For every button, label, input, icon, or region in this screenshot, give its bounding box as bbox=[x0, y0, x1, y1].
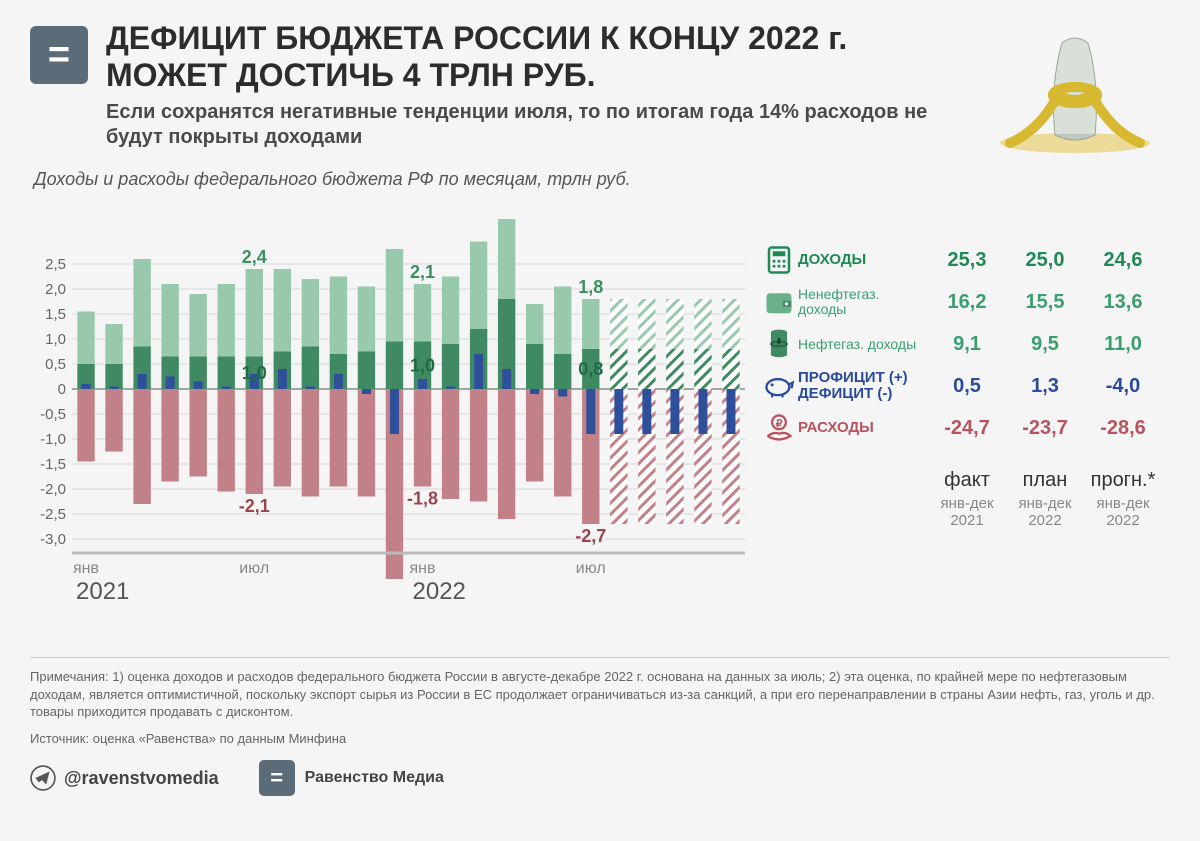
table-cell: -24,7 bbox=[928, 417, 1006, 440]
logo-badge: = bbox=[30, 26, 88, 84]
svg-text:2022: 2022 bbox=[413, 578, 466, 605]
table-column-head: план янв-дек2022 bbox=[1006, 469, 1084, 529]
svg-text:-1,8: -1,8 bbox=[407, 489, 438, 509]
hand-coin-icon: ₽ bbox=[760, 411, 798, 445]
svg-text:-1,0: -1,0 bbox=[40, 431, 66, 448]
footer: @ravenstvomedia = Равенство Медиа bbox=[30, 760, 1170, 796]
table-cell: 9,5 bbox=[1006, 333, 1084, 356]
notes: Примечания: 1) оценка доходов и расходов… bbox=[30, 657, 1170, 721]
chart-area: 2,5 2,0 1,5 1,0 0,5 0 -0,5 -1,0 -1,5 -2,0 -2,5 -3,0… bbox=[30, 199, 750, 639]
svg-text:0,5: 0,5 bbox=[45, 356, 66, 373]
table-row: ДОХОДЫ 25,325,024,6 bbox=[760, 239, 1170, 281]
budget-chart: 2,5 2,0 1,5 1,0 0,5 0 -0,5 -1,0 -1,5 -2,0 -2,5 -3,0… bbox=[30, 199, 750, 639]
table-cell: 9,1 bbox=[928, 333, 1006, 356]
table-cell: 0,5 bbox=[928, 375, 1006, 398]
table-column-headers: факт янв-дек2021 план янв-дек2022 прогн.… bbox=[760, 469, 1170, 529]
svg-text:1,0: 1,0 bbox=[410, 356, 435, 376]
table-row-label: Нефтегаз. доходы bbox=[798, 337, 928, 352]
chart-caption: Доходы и расходы федерального бюджета РФ… bbox=[34, 168, 1170, 191]
svg-text:1,5: 1,5 bbox=[45, 306, 66, 323]
table-row-label: ПРОФИЦИТ (+) ДЕФИЦИТ (-) bbox=[798, 370, 928, 403]
table-column-head: факт янв-дек2021 bbox=[928, 469, 1006, 529]
table-cell: 15,5 bbox=[1006, 291, 1084, 314]
svg-text:1,0: 1,0 bbox=[242, 363, 267, 383]
summary-table: ДОХОДЫ 25,325,024,6 Ненефтегаз. доходы 1… bbox=[760, 199, 1170, 639]
page-title: ДЕФИЦИТ БЮДЖЕТА РОССИИ К КОНЦУ 2022 г. М… bbox=[106, 20, 952, 94]
svg-text:1,0: 1,0 bbox=[45, 331, 66, 348]
svg-text:2,4: 2,4 bbox=[242, 247, 267, 267]
svg-text:янв: янв bbox=[73, 560, 99, 577]
telegram-handle: @ravenstvomedia bbox=[30, 765, 219, 791]
table-row-label: ДОХОДЫ bbox=[798, 252, 928, 269]
table-cell: 11,0 bbox=[1084, 333, 1162, 356]
svg-text:-2,1: -2,1 bbox=[239, 496, 270, 516]
svg-text:-0,5: -0,5 bbox=[40, 406, 66, 423]
svg-text:-2,0: -2,0 bbox=[40, 481, 66, 498]
svg-text:0: 0 bbox=[58, 381, 66, 398]
table-cell: -4,0 bbox=[1084, 375, 1162, 398]
table-row: ПРОФИЦИТ (+) ДЕФИЦИТ (-) 0,51,3-4,0 bbox=[760, 365, 1170, 407]
brand-badge: = bbox=[259, 760, 295, 796]
barrel-icon bbox=[760, 327, 798, 361]
table-column-head: прогн.* янв-дек2022 bbox=[1084, 469, 1162, 529]
telegram-icon bbox=[30, 765, 56, 791]
header: = ДЕФИЦИТ БЮДЖЕТА РОССИИ К КОНЦУ 2022 г.… bbox=[30, 20, 1170, 160]
table-row-label: РАСХОДЫ bbox=[798, 420, 928, 437]
wallet-icon bbox=[760, 285, 798, 319]
svg-text:2,5: 2,5 bbox=[45, 256, 66, 273]
table-row: Ненефтегаз. доходы 16,215,513,6 bbox=[760, 281, 1170, 323]
svg-text:-1,5: -1,5 bbox=[40, 456, 66, 473]
table-cell: 25,0 bbox=[1006, 249, 1084, 272]
calculator-icon bbox=[760, 243, 798, 277]
table-cell: 13,6 bbox=[1084, 291, 1162, 314]
source: Источник: оценка «Равенства» по данным М… bbox=[30, 731, 1170, 746]
brand: = Равенство Медиа bbox=[259, 760, 444, 796]
svg-text:₽: ₽ bbox=[776, 419, 783, 430]
svg-text:июл: июл bbox=[239, 560, 269, 577]
svg-text:0,8: 0,8 bbox=[578, 359, 603, 379]
svg-text:1,8: 1,8 bbox=[578, 277, 603, 297]
svg-text:янв: янв bbox=[410, 560, 436, 577]
table-cell: -23,7 bbox=[1006, 417, 1084, 440]
svg-text:2,0: 2,0 bbox=[45, 281, 66, 298]
svg-text:-3,0: -3,0 bbox=[40, 531, 66, 548]
piggy-icon bbox=[760, 369, 798, 403]
table-cell: 1,3 bbox=[1006, 375, 1084, 398]
page-subtitle: Если сохранятся негативные тенденции июл… bbox=[106, 100, 952, 150]
table-row-label: Ненефтегаз. доходы bbox=[798, 287, 928, 318]
table-row: Нефтегаз. доходы 9,19,511,0 bbox=[760, 323, 1170, 365]
table-cell: -28,6 bbox=[1084, 417, 1162, 440]
svg-text:июл: июл bbox=[576, 560, 606, 577]
svg-text:2,1: 2,1 bbox=[410, 262, 435, 282]
svg-text:-2,7: -2,7 bbox=[575, 526, 606, 546]
hero-illustration bbox=[970, 20, 1170, 160]
svg-text:2021: 2021 bbox=[76, 578, 129, 605]
table-cell: 16,2 bbox=[928, 291, 1006, 314]
table-cell: 25,3 bbox=[928, 249, 1006, 272]
svg-text:-2,5: -2,5 bbox=[40, 506, 66, 523]
table-cell: 24,6 bbox=[1084, 249, 1162, 272]
table-row: ₽ РАСХОДЫ -24,7-23,7-28,6 bbox=[760, 407, 1170, 449]
